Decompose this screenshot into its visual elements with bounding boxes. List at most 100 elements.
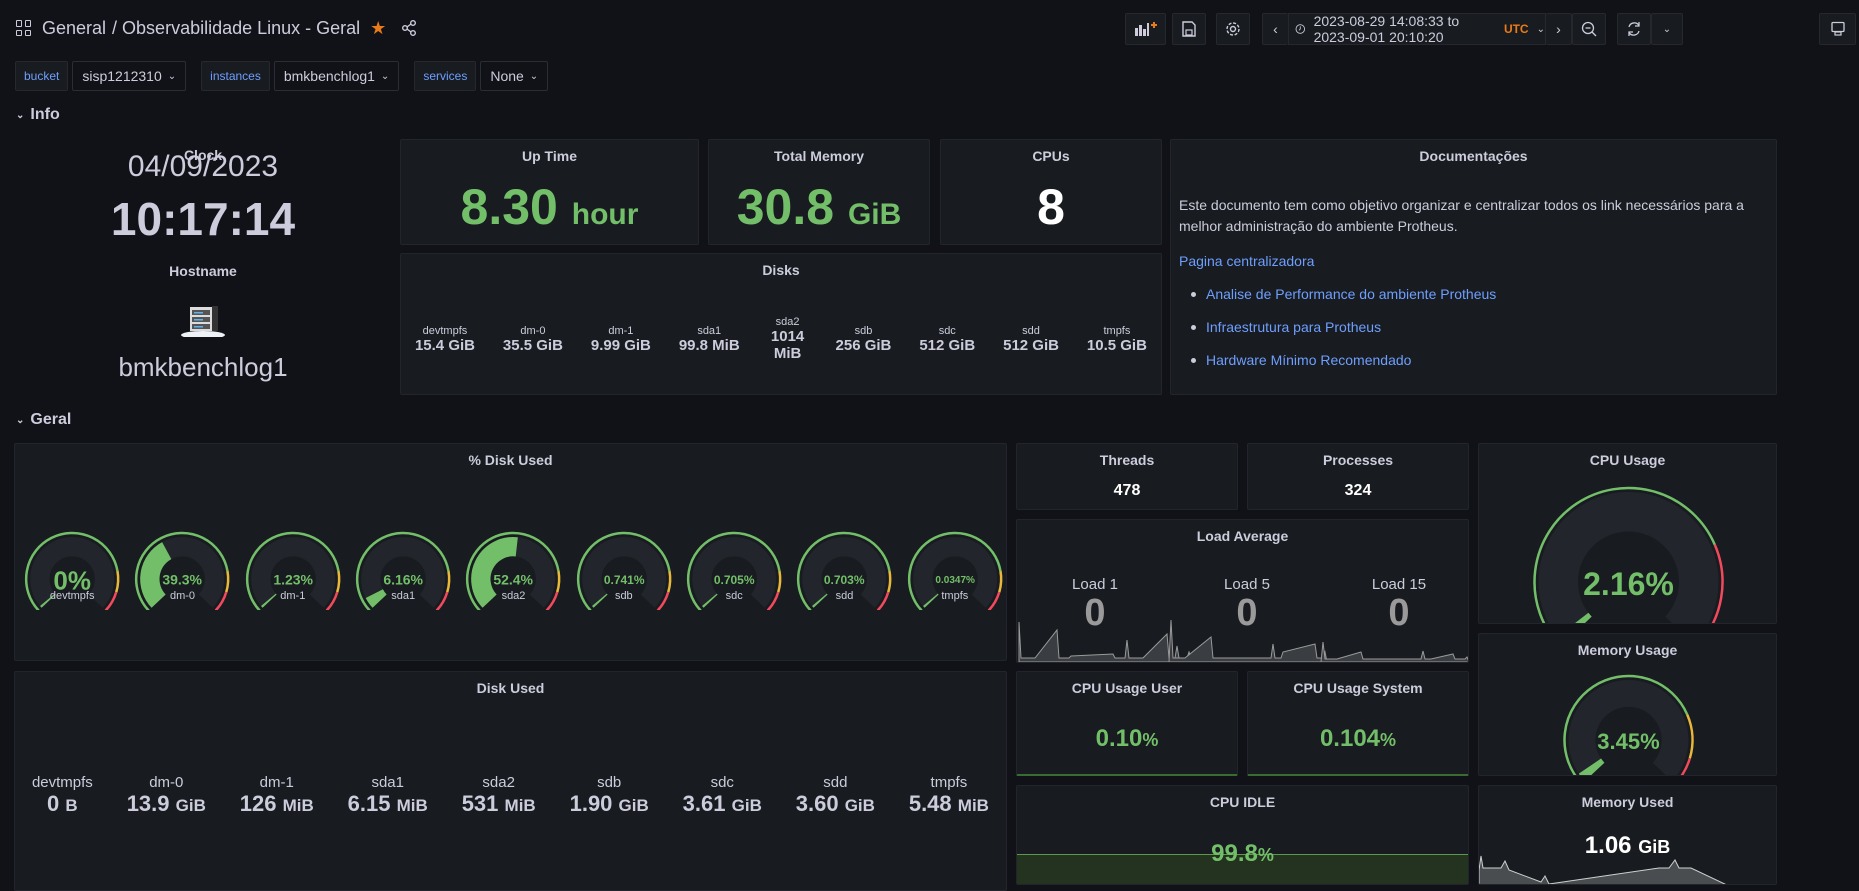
disk-name: sdc: [710, 774, 734, 791]
memory-usage-gauge: 3.45%: [1479, 672, 1776, 775]
star-icon[interactable]: ★: [370, 17, 387, 38]
tv-mode-icon: [1830, 21, 1845, 36]
clock-panel: Clock 04/09/2023 10:17:14: [14, 139, 392, 249]
stat-value: 0.104%: [1248, 725, 1468, 753]
panel-title: Clock: [183, 147, 223, 163]
disks-list: devtmpfs 15.4 GiB dm-0 35.5 GiB dm-1 9.99 GiB…: [401, 316, 1161, 362]
gauge-threshold-arc: [1533, 486, 1716, 623]
gauge-threshold-arc: [997, 570, 1002, 593]
row-header-info[interactable]: ⌄ Info: [16, 106, 60, 124]
gauge-threshold-arc: [435, 591, 449, 610]
gauge-threshold-arc: [887, 570, 892, 593]
variable-label-services: services: [414, 61, 477, 91]
unit: GiB: [844, 796, 875, 815]
gauge-threshold-arc: [666, 570, 671, 593]
disk-used-item: sdb 1.90 GiB: [570, 774, 649, 817]
value: 0: [47, 791, 60, 816]
disk-used-item: dm-0 13.9 GiB: [127, 774, 206, 817]
variable-select-instances[interactable]: bmkbenchlog1 ⌄: [273, 61, 400, 91]
stat-value: 99.8%: [1017, 840, 1468, 868]
breadcrumb-folder[interactable]: General: [42, 17, 107, 38]
time-back-button[interactable]: ‹: [1262, 13, 1288, 45]
memory-used-panel: Memory Used 1.06 GiB: [1478, 785, 1777, 885]
panel-title: CPU Usage System: [1293, 680, 1423, 696]
disk-used-value: 5.48 MiB: [909, 791, 989, 817]
disk-name: sda1: [371, 774, 404, 791]
add-panel-icon: [1134, 22, 1157, 36]
doc-link-hardware[interactable]: Hardware Mínimo Recomendado: [1206, 352, 1412, 368]
gauge-threshold-arc: [766, 591, 780, 610]
total-memory-panel: Total Memory 30.8 GiB: [708, 139, 930, 245]
doc-description: Este documento tem como objetivo organiz…: [1179, 197, 1744, 234]
gauge-label: devtmpfs: [49, 589, 95, 602]
settings-button[interactable]: [1216, 13, 1250, 45]
unit: B: [65, 796, 78, 815]
variables-bar: bucket sisp1212310 ⌄ instances bmkbenchlo…: [15, 61, 549, 91]
gauge-threshold-arc: [335, 570, 340, 593]
refresh-button[interactable]: [1617, 13, 1651, 45]
doc-main-link[interactable]: Pagina centralizadora: [1179, 253, 1315, 269]
time-range-picker[interactable]: 2023-08-29 14:08:33 to 2023-09-01 20:10:…: [1288, 13, 1546, 45]
disk-name: sdd: [1022, 324, 1040, 337]
dashboard-grid-icon: [16, 20, 32, 36]
cpus-panel: CPUs 8: [940, 139, 1162, 245]
clock-date: 04/09/2023: [127, 150, 279, 183]
row-header-geral[interactable]: ⌄ Geral: [16, 411, 71, 429]
cpu-system-value: 0.104: [1319, 725, 1381, 752]
disk-name: sda2: [775, 316, 800, 328]
doc-link-item: Analise de Performance do ambiente Proth…: [1179, 286, 1768, 302]
tv-mode-button[interactable]: [1819, 13, 1856, 45]
disk-used-value: 531 MiB: [462, 791, 536, 817]
disk-size-item: dm-1 9.99 GiB: [591, 325, 651, 354]
disk-used-value: 0 B: [32, 791, 93, 817]
disk-gauge-sdc: 0.705% sdc: [679, 529, 789, 610]
chevron-down-icon: ⌄: [16, 109, 25, 121]
gauge-value-arc: [140, 542, 173, 608]
gauge-value-arc: [40, 593, 56, 608]
server-icon: [181, 306, 225, 337]
zoom-out-button[interactable]: [1572, 13, 1606, 45]
gauge-threshold-arc: [24, 531, 119, 610]
time-forward-button[interactable]: ›: [1546, 13, 1572, 45]
disk-gauge-sdd: 0.703% sdd: [789, 529, 899, 610]
refresh-icon: [1628, 22, 1640, 36]
panel-title: Documentações: [1419, 148, 1528, 164]
gauge-label: sda1: [391, 589, 416, 602]
gauge-label: tmpfs: [941, 589, 969, 602]
doc-link-performance[interactable]: Analise de Performance do ambiente Proth…: [1206, 286, 1497, 302]
variable-value: bmkbenchlog1: [283, 68, 375, 84]
gauge-threshold-arc: [104, 591, 118, 610]
panel-title: CPUs: [1032, 148, 1070, 164]
disk-used-item: sda2 531 MiB: [462, 774, 536, 817]
dashboard-title[interactable]: / Observabilidade Linux - Geral: [112, 17, 361, 38]
disk-gauge-dm-1: 1.23% dm-1: [238, 529, 348, 610]
variable-select-bucket[interactable]: sisp1212310 ⌄: [72, 61, 187, 91]
gauge-track: [581, 537, 666, 608]
share-icon[interactable]: [400, 19, 418, 37]
disk-size: 512 GiB: [919, 336, 976, 354]
gauge-track: [361, 537, 446, 608]
disk-size-item: sdc 512 GiB: [919, 325, 975, 354]
disk-size: 35.5 GiB: [502, 336, 563, 354]
disk-size: 99.8 MiB: [678, 336, 740, 354]
panel-title: Total Memory: [774, 148, 864, 164]
gauge-threshold-arc: [245, 531, 340, 610]
load-label: Load 5: [1224, 576, 1270, 593]
add-panel-button[interactable]: [1125, 13, 1166, 45]
panel-title: Hostname: [169, 263, 237, 279]
gauge-threshold-arc: [1686, 714, 1694, 759]
disk-size: 10.5 GiB: [1086, 336, 1147, 354]
doc-link-infraestrutura[interactable]: Infraestrutura para Protheus: [1206, 319, 1382, 335]
unit: MiB: [396, 796, 428, 815]
save-button[interactable]: [1172, 13, 1206, 45]
disk-size-item: sda2 1014 MiB: [768, 316, 808, 362]
variable-select-services[interactable]: None ⌄: [480, 61, 549, 91]
gauge-track: [250, 537, 335, 608]
cpu-usage-panel: CPU Usage 2.16%: [1478, 443, 1777, 624]
gauge-label: sda2: [501, 589, 526, 602]
disk-percent-panel: % Disk Used 0% devtmpfs 39.3% dm-0 1.23% dm-1…: [14, 443, 1007, 661]
refresh-dropdown-icon: ⌄: [1662, 23, 1672, 35]
refresh-interval-dropdown[interactable]: ⌄: [1651, 13, 1683, 45]
chevron-down-icon: ⌄: [529, 70, 539, 82]
disk-name: tmpfs: [930, 774, 968, 791]
